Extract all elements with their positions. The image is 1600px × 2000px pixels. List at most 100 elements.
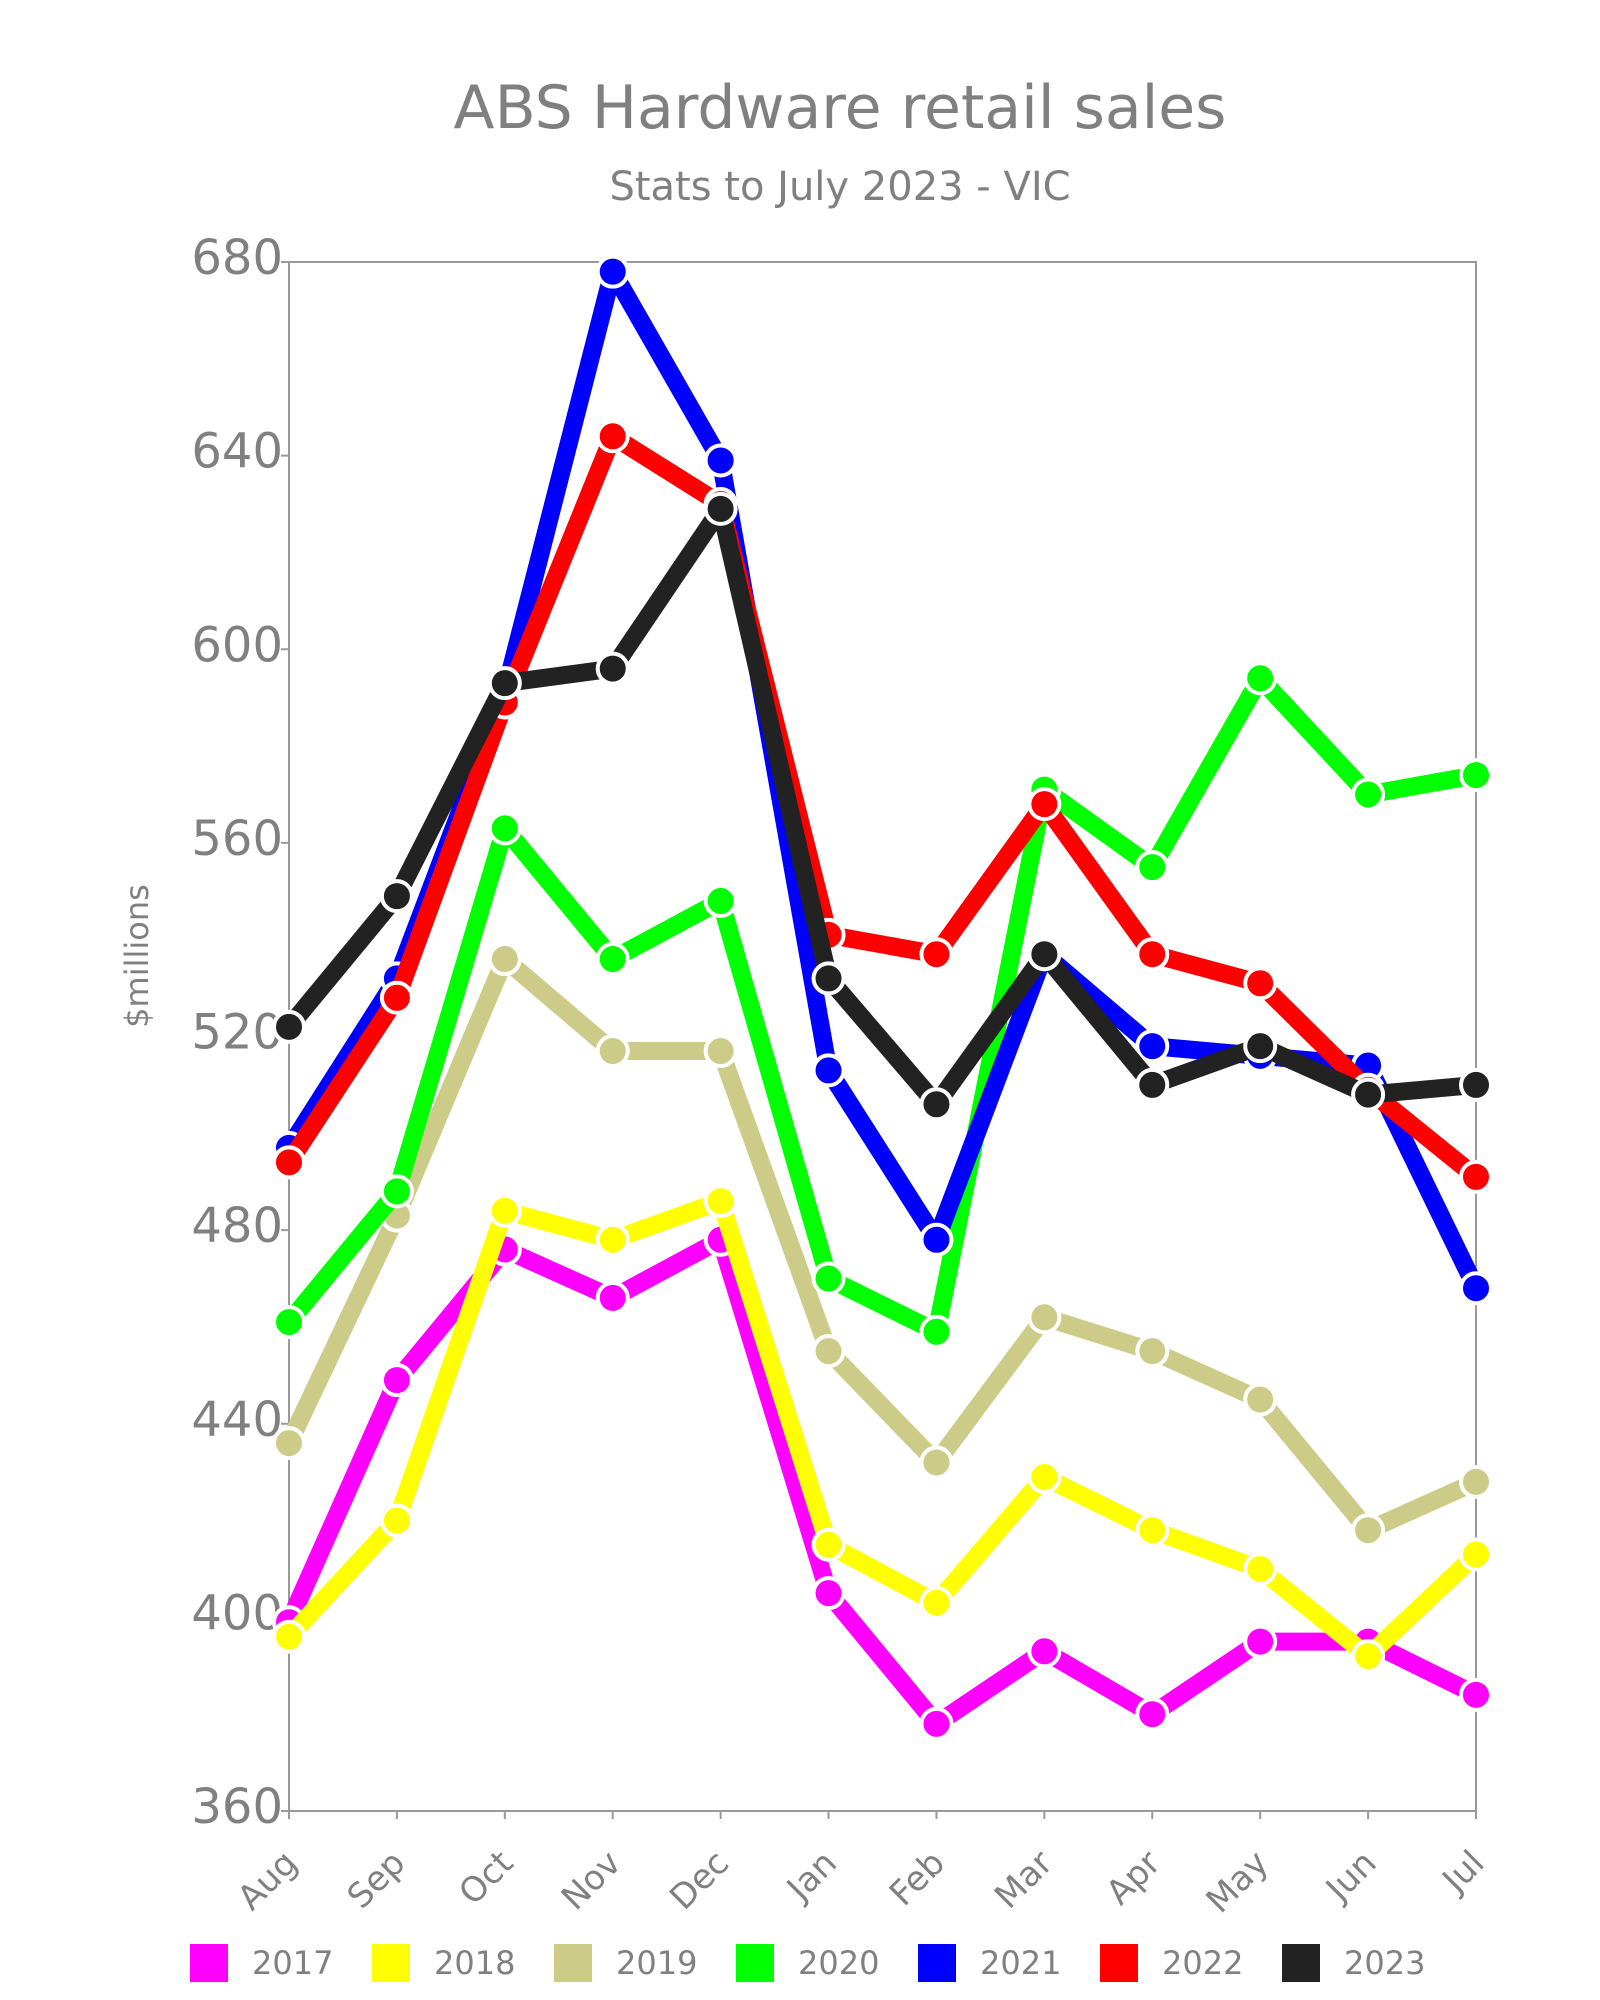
data-point-2019: [703, 1034, 738, 1069]
data-point-2023: [379, 879, 414, 914]
data-point-2020: [919, 1314, 954, 1349]
x-tick-label: Jan: [778, 1843, 845, 1910]
data-point-2023: [811, 961, 846, 996]
data-point-2019: [272, 1426, 306, 1461]
data-point-2022: [1459, 1159, 1493, 1194]
legend-item-2018: 2018: [372, 1944, 515, 1982]
data-point-2020: [1243, 661, 1278, 696]
data-point-2019: [487, 942, 522, 977]
data-point-2023: [1027, 937, 1062, 972]
data-point-2018: [595, 1222, 630, 1257]
data-point-2022: [272, 1145, 306, 1180]
data-point-2018: [272, 1619, 306, 1654]
data-point-2019: [919, 1445, 954, 1480]
data-point-2022: [595, 419, 630, 454]
x-tick-label: Dec: [662, 1843, 737, 1918]
data-point-2020: [1135, 850, 1170, 885]
y-axis: 360 400 440 480 520 560 600 640 680: [191, 230, 289, 1835]
legend-label: 2017: [252, 1944, 333, 1982]
data-point-2023: [919, 1087, 954, 1122]
data-point-2023: [595, 651, 630, 686]
y-tick-label: 400: [191, 1585, 283, 1641]
x-tick-label: Jun: [1317, 1843, 1384, 1910]
series-line-2019: [280, 950, 1480, 1540]
series-2019: [272, 942, 1493, 1548]
data-point-2022: [1243, 966, 1278, 1001]
data-point-2020: [703, 883, 738, 918]
legend-label: 2023: [1344, 1944, 1425, 1982]
data-point-2020: [811, 1261, 846, 1296]
legend-label: 2018: [434, 1944, 515, 1982]
x-tick-label: Feb: [882, 1843, 953, 1914]
x-tick-label: Nov: [554, 1843, 629, 1918]
data-point-2021: [703, 443, 738, 478]
series-line-2020: [282, 669, 1478, 1341]
legend: 2017 2018 2019 2020 2021 2022 2023: [190, 1944, 1425, 1982]
data-point-2023: [1243, 1029, 1278, 1064]
series-line-2022: [281, 427, 1482, 1184]
x-tick-label: Aug: [230, 1843, 305, 1918]
data-point-2023: [1459, 1067, 1493, 1102]
data-point-2023: [1351, 1077, 1386, 1112]
y-tick-label: 640: [191, 424, 283, 480]
data-point-2017: [919, 1706, 954, 1741]
legend-swatch: [1282, 1944, 1320, 1982]
data-point-2019: [595, 1034, 630, 1069]
series-group: [272, 254, 1493, 1741]
data-point-2017: [811, 1576, 846, 1611]
data-point-2018: [1459, 1537, 1493, 1572]
legend-swatch: [372, 1944, 410, 1982]
legend-swatch: [1100, 1944, 1138, 1982]
data-point-2018: [1135, 1513, 1170, 1548]
data-point-2018: [811, 1527, 846, 1562]
x-axis: Aug Sep Oct Nov Dec Jan Feb Mar Apr May Jun Jul: [230, 1811, 1492, 1921]
data-point-2017: [1135, 1697, 1170, 1732]
legend-label: 2022: [1162, 1944, 1243, 1982]
data-point-2021: [919, 1222, 954, 1257]
data-point-2021: [1135, 1029, 1170, 1064]
data-point-2017: [1243, 1624, 1278, 1659]
data-point-2017: [1459, 1677, 1493, 1712]
x-tick-label: May: [1199, 1843, 1277, 1921]
data-point-2019: [1351, 1513, 1386, 1548]
legend-swatch: [190, 1944, 228, 1982]
chart-subtitle: Stats to July 2023 - VIC: [609, 164, 1070, 210]
data-point-2022: [919, 937, 954, 972]
y-axis-label: $millions: [118, 884, 156, 1028]
data-point-2022: [1027, 787, 1062, 822]
series-2023: [272, 491, 1493, 1122]
legend-item-2023: 2023: [1282, 1944, 1425, 1982]
data-point-2018: [919, 1585, 954, 1620]
data-point-2020: [1351, 777, 1386, 812]
legend-item-2019: 2019: [554, 1944, 697, 1982]
data-point-2018: [1243, 1551, 1278, 1586]
legend-label: 2021: [980, 1944, 1061, 1982]
y-tick-label: 600: [191, 617, 283, 673]
data-point-2019: [1135, 1334, 1170, 1369]
x-tick-label: Jul: [1434, 1843, 1493, 1902]
legend-item-2020: 2020: [736, 1944, 879, 1982]
data-point-2023: [703, 491, 738, 526]
x-tick-label: Mar: [987, 1843, 1061, 1917]
data-point-2023: [1135, 1067, 1170, 1102]
series-2018: [272, 1184, 1493, 1674]
legend-swatch: [554, 1944, 592, 1982]
data-point-2021: [1459, 1271, 1493, 1306]
legend-item-2022: 2022: [1100, 1944, 1243, 1982]
data-point-2019: [1243, 1382, 1278, 1417]
data-point-2020: [487, 811, 522, 846]
data-point-2017: [1027, 1634, 1062, 1669]
x-tick-label: Oct: [451, 1843, 521, 1913]
data-point-2020: [1459, 758, 1493, 793]
y-tick-label: 520: [191, 1005, 283, 1061]
series-2020: [272, 661, 1493, 1349]
data-point-2019: [1459, 1464, 1493, 1499]
legend-swatch: [918, 1944, 956, 1982]
x-tick-label: Sep: [340, 1843, 414, 1917]
data-point-2018: [1027, 1459, 1062, 1494]
data-point-2020: [379, 1174, 414, 1209]
data-point-2019: [1027, 1300, 1062, 1335]
data-point-2018: [487, 1193, 522, 1228]
series-line-2023: [282, 499, 1477, 1114]
